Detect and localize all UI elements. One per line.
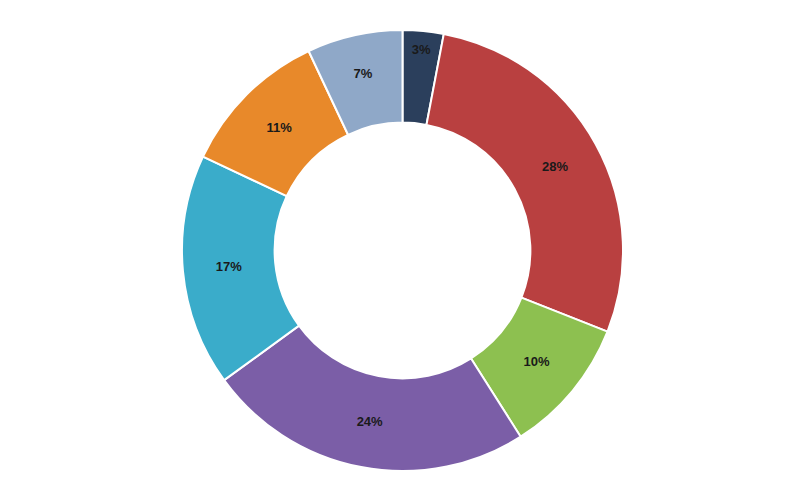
svg-text:7%: 7% xyxy=(353,66,372,81)
svg-text:3%: 3% xyxy=(412,42,431,57)
svg-text:11%: 11% xyxy=(266,120,292,135)
svg-text:24%: 24% xyxy=(357,414,383,429)
svg-text:28%: 28% xyxy=(542,159,568,174)
svg-text:17%: 17% xyxy=(216,259,242,274)
svg-text:10%: 10% xyxy=(523,354,549,369)
